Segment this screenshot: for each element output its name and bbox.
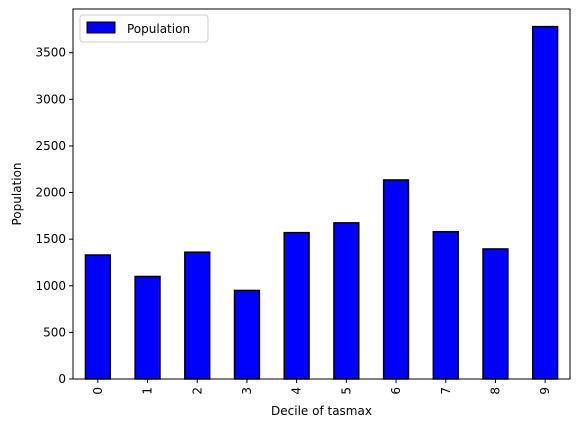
x-tick-label: 7 bbox=[439, 387, 453, 395]
legend: Population bbox=[79, 14, 209, 43]
x-tick-label: 8 bbox=[488, 387, 502, 395]
x-tick-label: 5 bbox=[339, 387, 353, 395]
bars-group bbox=[84, 25, 559, 380]
y-tick-label: 3000 bbox=[35, 92, 66, 106]
x-tick-label: 1 bbox=[141, 387, 155, 395]
y-tick-label: 2000 bbox=[35, 186, 66, 200]
y-tick-label: 2500 bbox=[35, 139, 66, 153]
y-axis-ticks: 0 500 1000 1500 2000 2500 3000 3500 bbox=[35, 46, 73, 386]
x-axis-label: Decile of tasmax bbox=[271, 404, 372, 418]
x-tick-label: 2 bbox=[190, 387, 204, 395]
bar-8 bbox=[482, 248, 509, 380]
x-tick-label: 0 bbox=[91, 387, 105, 395]
y-tick-label: 0 bbox=[58, 372, 66, 386]
x-tick-label: 4 bbox=[290, 387, 304, 395]
bar-0 bbox=[84, 254, 112, 380]
bar-5 bbox=[333, 222, 360, 380]
y-tick-label: 3500 bbox=[35, 46, 66, 60]
bar-6 bbox=[382, 179, 410, 380]
y-tick-label: 1000 bbox=[35, 279, 66, 293]
y-axis-label: Population bbox=[10, 162, 24, 225]
bar-2 bbox=[184, 251, 211, 380]
x-axis-ticks: 0 1 2 3 4 5 6 7 8 9 bbox=[91, 379, 552, 395]
plot-frame bbox=[72, 8, 571, 380]
legend-label-population: Population bbox=[127, 22, 190, 36]
y-tick-label: 1500 bbox=[35, 232, 66, 246]
x-tick-label: 3 bbox=[240, 387, 254, 395]
x-tick-label: 9 bbox=[538, 387, 552, 395]
bar-4 bbox=[283, 231, 310, 380]
bar-9 bbox=[531, 25, 559, 380]
legend-swatch-population bbox=[86, 21, 116, 34]
y-tick-label: 500 bbox=[43, 325, 66, 339]
bar-1 bbox=[134, 275, 161, 380]
bar-3 bbox=[233, 289, 261, 380]
x-tick-label: 6 bbox=[389, 387, 403, 395]
bar-7 bbox=[432, 230, 459, 380]
